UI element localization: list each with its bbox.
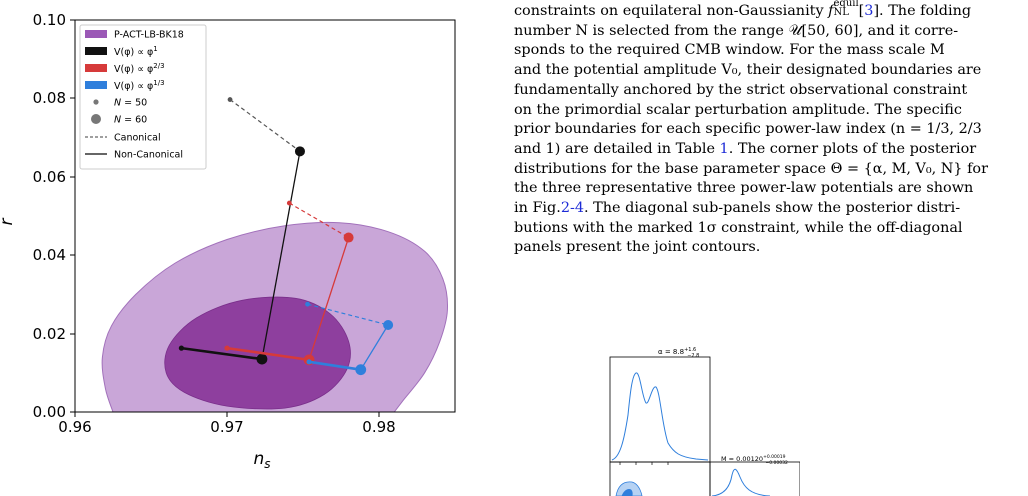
- y-tick-label: 0.00: [33, 403, 66, 421]
- point-n50-canonical-phi13: [305, 301, 310, 307]
- legend-marker-n50: [93, 99, 99, 105]
- alpha-panel: [609, 356, 711, 463]
- ref-3[interactable]: 3: [864, 3, 874, 19]
- fig-ref[interactable]: 2-4: [560, 200, 585, 217]
- y-tick-label: 0.08: [33, 89, 66, 107]
- paper-line: distributions for the base parameter spa…: [514, 160, 988, 177]
- paper-line: fundamentally anchored by the strict obs…: [514, 81, 968, 98]
- paper-line: sponds to the required CMB window. For t…: [514, 42, 945, 59]
- noncanonical-line-phi23: [308, 237, 350, 361]
- y-tick-label: 0.04: [33, 246, 66, 264]
- paper-line: in Fig.2-4. The diagonal sub-panels show…: [514, 200, 961, 217]
- legend-swatch-contour: [85, 30, 107, 38]
- point-n60-canonical-phi23: [343, 232, 354, 243]
- paper-line: number N is selected from the range 𝒰[50…: [514, 22, 959, 39]
- series-layer: [178, 97, 394, 376]
- paper-line: on the primordial scalar perturbation am…: [514, 101, 962, 118]
- legend-label-n50: N = 50: [114, 98, 147, 109]
- point-n50-noncanonical-phi13: [306, 359, 312, 365]
- m-panel: [709, 461, 800, 496]
- point-n60-noncanonical-phi1: [256, 353, 268, 365]
- paper-line: prior boundaries for each specific power…: [514, 121, 982, 138]
- canonical-line-phi23: [289, 202, 349, 239]
- paper-line: and 1) are detailed in Table 1. The corn…: [514, 140, 977, 157]
- legend-marker-n60: [91, 114, 101, 124]
- legend-swatch-phi1: [85, 47, 107, 55]
- noncanonical-branch-phi1: [181, 346, 263, 361]
- legend-label: Non-Canonical: [114, 150, 183, 161]
- paper-paragraph: constraints on equilateral non-Gaussiani…: [514, 0, 1020, 258]
- ns-r-chart: 0.00 0.02 0.04 0.06 0.08 0.10 0.96 0.97 …: [0, 11, 456, 471]
- alpha-posterior-curve: [611, 372, 709, 461]
- legend-swatch-phi13: [85, 81, 107, 89]
- x-axis: 0.96 0.97 0.98: [58, 412, 396, 436]
- legend-swatch-phi23: [85, 64, 107, 72]
- point-n60-canonical-phi1: [294, 146, 305, 157]
- point-n60-noncanonical-phi13: [355, 364, 367, 376]
- m-title: M = 0.00120+0.00019 −0.00032: [721, 454, 788, 466]
- noncanonical-branch-phi23: [226, 346, 310, 362]
- alpha-m-contour: [615, 481, 643, 496]
- point-n50-noncanonical-phi1: [178, 345, 184, 351]
- contours: [101, 221, 449, 413]
- y-tick-label: 0.10: [33, 11, 66, 29]
- paper-line: panels present the joint contours.: [514, 239, 761, 256]
- y-tick-label: 0.02: [33, 325, 66, 343]
- legend: P-ACT-LB-BK18 V(φ) ∝ φ1 V(φ) ∝ φ2/3 V(φ)…: [79, 24, 207, 170]
- noncanonical-line-phi13: [360, 324, 389, 371]
- plot-frame: [74, 19, 456, 413]
- legend-label-phi13: V(φ) ∝ φ1/3: [114, 79, 165, 92]
- x-tick-label: 0.96: [58, 418, 91, 436]
- y-axis-label: r: [0, 218, 17, 226]
- point-n50-noncanonical-phi23: [224, 345, 230, 351]
- noncanonical-line-phi1: [261, 151, 301, 360]
- legend-label-phi1: V(φ) ∝ φ1: [114, 45, 158, 58]
- y-axis: 0.00 0.02 0.04 0.06 0.08 0.10: [33, 11, 75, 421]
- x-tick-label: 0.97: [210, 418, 243, 436]
- point-n60-canonical-phi13: [383, 319, 394, 330]
- alpha-title: α = 8.8+1.6 −2.8: [658, 347, 699, 359]
- point-n50-canonical-phi23: [286, 200, 292, 206]
- canonical-line-phi1: [229, 99, 301, 152]
- legend-label: P-ACT-LB-BK18: [114, 30, 184, 41]
- paper-line: the three representative three power-law…: [514, 180, 974, 197]
- m-posterior-curve: [711, 468, 771, 496]
- table-ref[interactable]: 1: [719, 140, 729, 157]
- legend-label-n60: N = 60: [114, 115, 147, 126]
- corner-plot: α = 8.8+1.6 −2.8 M = 0.00120+0.00019 −0.00…: [609, 347, 800, 496]
- point-n50-canonical-phi1: [227, 97, 233, 102]
- legend-label-phi23: V(φ) ∝ φ2/3: [114, 62, 165, 75]
- paper-line: and the potential amplitude V₀, their de…: [514, 62, 982, 79]
- paper-line: constraints on equilateral non-Gaussiani…: [514, 0, 972, 19]
- x-axis-label: ns: [253, 449, 270, 471]
- paper-line: butions with the marked 1σ constraint, w…: [514, 219, 963, 236]
- legend-label: Canonical: [114, 133, 161, 144]
- x-tick-label: 0.98: [362, 418, 395, 436]
- noncanonical-branch-phi13: [308, 360, 361, 371]
- y-tick-label: 0.06: [33, 168, 66, 186]
